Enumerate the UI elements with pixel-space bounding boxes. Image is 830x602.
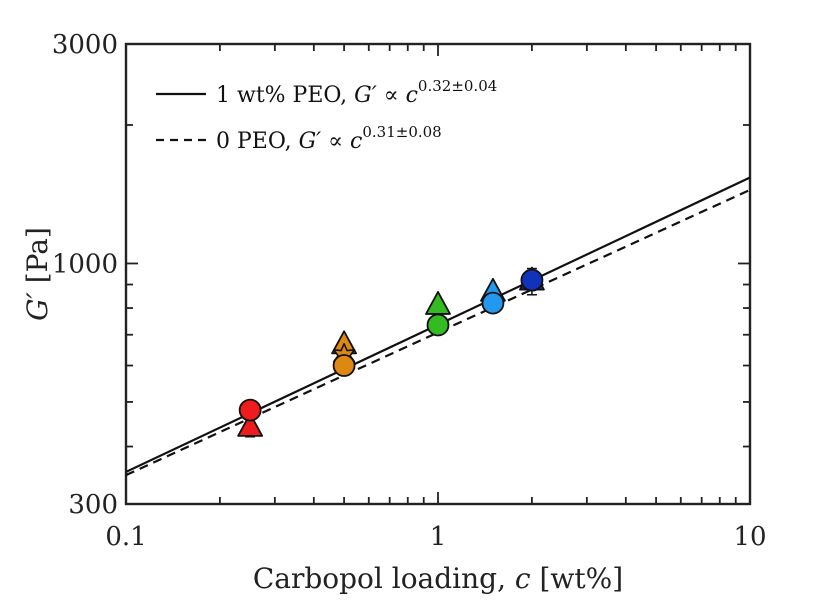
- x-tick-label: 1: [430, 522, 447, 552]
- x-tick-label: 10: [733, 522, 766, 552]
- circle-marker: [481, 291, 505, 315]
- triangle-marker: [237, 412, 264, 437]
- circle-marker: [332, 354, 356, 377]
- legend-label-peo: 1 wt% PEO, G′ ∝ c0.32±0.04: [216, 77, 497, 108]
- legend-label-no-peo: 0 PEO, G′ ∝ c0.31±0.08: [216, 123, 442, 154]
- x-tick-label: 0.1: [105, 522, 146, 552]
- circle-marker: [426, 313, 450, 337]
- triangle-marker: [425, 291, 451, 315]
- y-tick-label: 300: [68, 490, 118, 520]
- y-tick-label: 3000: [52, 30, 118, 60]
- plot-frame: [124, 42, 752, 506]
- legend: 1 wt% PEO, G′ ∝ c0.32±0.04 0 PEO, G′ ∝ c…: [156, 77, 497, 154]
- tick-marks: [125, 43, 751, 505]
- y-tick-label: 1000: [52, 249, 118, 279]
- data-points: [237, 266, 545, 438]
- x-axis-title: Carbopol loading, c [wt%]: [253, 562, 623, 595]
- tick-labels: 0.1 1 10 300 1000 3000: [52, 30, 767, 552]
- circle-marker: [238, 398, 262, 422]
- fit-line-dashed: [126, 188, 750, 477]
- y-axis-title: G′ [Pa]: [21, 227, 54, 321]
- circle-marker: [520, 268, 544, 292]
